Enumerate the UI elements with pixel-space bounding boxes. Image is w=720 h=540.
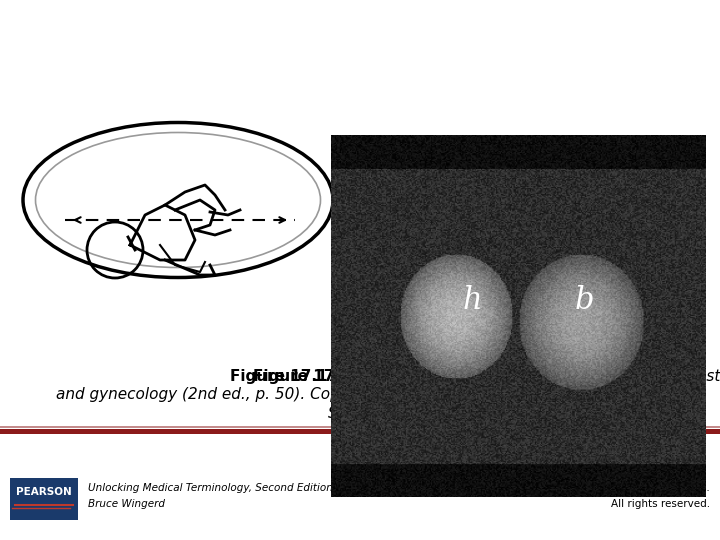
Text: Copyright © 2011 by Pearson Education, Inc.: Copyright © 2011 by Pearson Education, I… bbox=[474, 483, 710, 493]
Text: b: b bbox=[575, 285, 594, 316]
Bar bbox=[0, 426, 720, 428]
Text: Source: Callen, P.W. Ultrasonography on obstetrics: Source: Callen, P.W. Ultrasonography on … bbox=[230, 369, 720, 384]
Text: Science.: Science. bbox=[328, 406, 392, 421]
Text: Bruce Wingerd: Bruce Wingerd bbox=[88, 499, 165, 509]
Bar bbox=[0, 429, 720, 434]
Text: Figure 17.17: Fetometry: Figure 17.17: Fetometry bbox=[230, 369, 438, 384]
FancyBboxPatch shape bbox=[10, 478, 78, 520]
Text: Figure 17.17: Fetometry: Figure 17.17: Fetometry bbox=[253, 369, 467, 384]
Text: Unlocking Medical Terminology, Second Edition: Unlocking Medical Terminology, Second Ed… bbox=[88, 483, 333, 493]
Text: h: h bbox=[462, 285, 482, 316]
Text: PEARSON: PEARSON bbox=[16, 487, 72, 497]
Text: All rights reserved.: All rights reserved. bbox=[611, 499, 710, 509]
Text: and gynecology (2nd ed., p. 50). Copyright 1998, with permission from Elsevier: and gynecology (2nd ed., p. 50). Copyrig… bbox=[55, 388, 665, 402]
